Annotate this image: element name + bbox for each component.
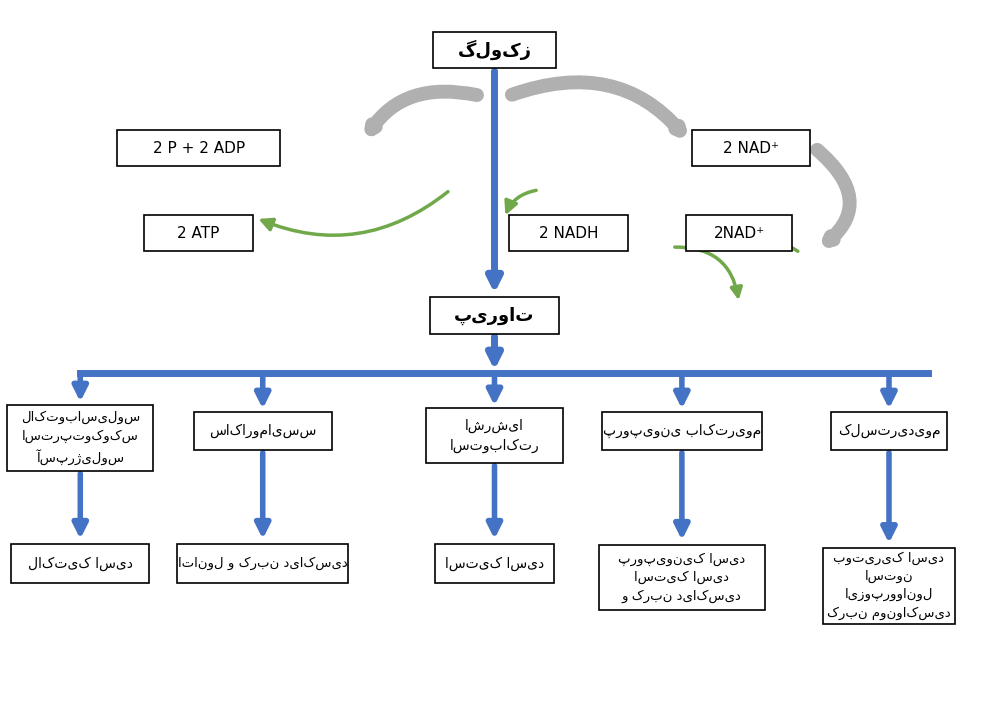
Text: 2 NAD⁺: 2 NAD⁺ [723, 140, 779, 156]
Text: اتانول و کربن دی‌اکسید: اتانول و کربن دی‌اکسید [178, 557, 347, 570]
Text: لاکتیک اسید: لاکتیک اسید [28, 557, 133, 571]
FancyBboxPatch shape [7, 404, 153, 471]
FancyBboxPatch shape [118, 130, 280, 166]
FancyArrowPatch shape [674, 247, 742, 297]
Text: استیک اسید: استیک اسید [445, 557, 544, 571]
FancyArrowPatch shape [372, 92, 477, 129]
Text: 2 ATP: 2 ATP [177, 226, 220, 240]
FancyBboxPatch shape [11, 544, 149, 583]
Text: کلستریدیوم: کلستریدیوم [838, 423, 941, 438]
Text: پروپیونیک اسید
استیک اسید
و کربن دی‌اکسید: پروپیونیک اسید استیک اسید و کربن دی‌اکسی… [618, 552, 746, 603]
FancyBboxPatch shape [685, 215, 792, 252]
Text: بوتیریک اسید
استون
ایزوپرووانول
کربن مونواکسید: بوتیریک اسید استون ایزوپرووانول کربن مون… [827, 552, 950, 620]
FancyArrowPatch shape [708, 225, 798, 251]
FancyBboxPatch shape [601, 411, 763, 450]
FancyBboxPatch shape [144, 215, 253, 252]
FancyBboxPatch shape [194, 411, 331, 450]
FancyBboxPatch shape [435, 544, 554, 583]
Text: ساکارومایسس: ساکارومایسس [209, 423, 316, 438]
Text: پیروات: پیروات [454, 306, 535, 325]
FancyBboxPatch shape [426, 409, 563, 463]
FancyBboxPatch shape [599, 545, 764, 610]
FancyBboxPatch shape [831, 411, 947, 450]
FancyArrowPatch shape [512, 82, 679, 130]
FancyArrowPatch shape [262, 191, 448, 236]
FancyBboxPatch shape [433, 32, 556, 69]
Text: 2 P + 2 ADP: 2 P + 2 ADP [152, 140, 244, 156]
FancyBboxPatch shape [177, 544, 348, 583]
Text: پروپیونی باکتریوم: پروپیونی باکتریوم [602, 423, 761, 438]
Text: 2 NADH: 2 NADH [539, 226, 598, 240]
Text: لاکتوباسیلوس
استرپتوکوکس
آسپرژیلوس: لاکتوباسیلوس استرپتوکوکس آسپرژیلوس [21, 411, 139, 465]
Text: اشرشیا
استوباکتر: اشرشیا استوباکتر [450, 418, 539, 453]
FancyArrowPatch shape [817, 150, 850, 241]
FancyBboxPatch shape [691, 130, 810, 166]
FancyBboxPatch shape [509, 215, 628, 252]
FancyBboxPatch shape [824, 548, 954, 623]
Text: 2NAD⁺: 2NAD⁺ [713, 226, 764, 240]
FancyBboxPatch shape [430, 297, 559, 334]
FancyArrowPatch shape [506, 191, 536, 212]
Text: گلوکز: گلوکز [458, 40, 531, 60]
